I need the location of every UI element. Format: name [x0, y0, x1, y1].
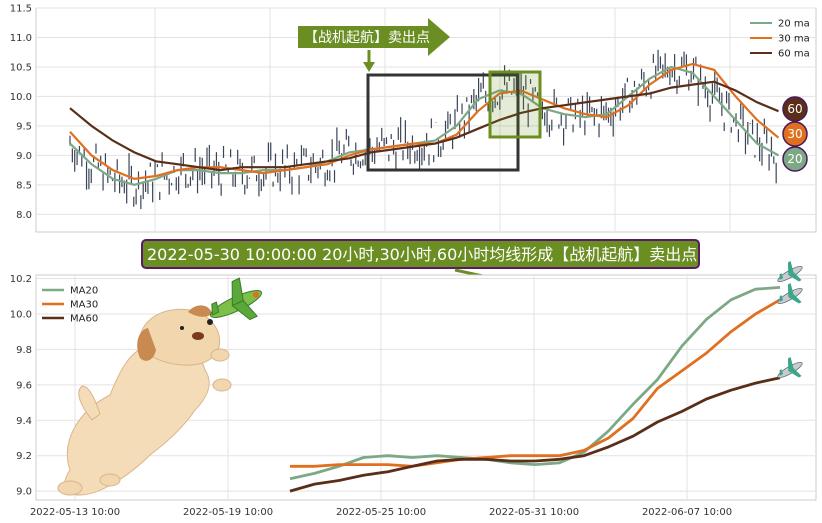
legend-label: MA30: [70, 300, 98, 311]
y-tick-label: 11.5: [10, 4, 32, 15]
ma-line-MA30: [290, 298, 781, 468]
x-tick-label: 2022-05-25 10:00: [336, 507, 426, 518]
bottom-panel: 9.0 9.2 9.4 9.6 9.8 10.0 10.2 2022-05-13 10:00…: [10, 260, 817, 518]
ma-badge-label: 20: [787, 152, 802, 166]
y-tick-label: 10.0: [10, 92, 32, 103]
y-tick-label: 9.8: [16, 345, 32, 356]
ma-badge: [782, 121, 808, 147]
x-tick-label: 2022-05-19 10:00: [183, 507, 273, 518]
consolidation-box: [366, 73, 520, 172]
y-tick-label: 8.0: [16, 210, 32, 221]
top-panel: 8.0 8.5 9.0 9.5 10.0 10.5 11.0 11.5 【战机起航】卖出点 2…: [10, 4, 817, 233]
legend-label: 60 ma: [778, 49, 810, 60]
y-tick-label: 11.0: [10, 33, 32, 44]
y-tick-label: 10.2: [10, 274, 32, 285]
legend-label: MA20: [70, 286, 98, 297]
y-tick-label: 10.0: [10, 309, 32, 320]
y-tick-label: 9.2: [16, 451, 32, 462]
sell-point-arrow-label: 【战机起航】卖出点: [298, 18, 450, 72]
airplane-icon: [777, 356, 803, 379]
y-tick-label: 9.0: [16, 151, 32, 162]
callout-text: 2022-05-30 10:00:00 20小时,30小时,60小时均线形成【战…: [147, 245, 697, 264]
ma-badge: [782, 146, 808, 172]
top-y-tick-labels: 8.0 8.5 9.0 9.5 10.0 10.5 11.0 11.5: [10, 4, 32, 221]
top-ma-lines: [69, 62, 780, 186]
ma-badge: [782, 96, 808, 122]
y-tick-label: 9.5: [16, 121, 32, 132]
ma-line-MA60: [289, 376, 781, 493]
x-tick-label: 2022-05-31 10:00: [489, 507, 579, 518]
y-tick-label: 9.0: [16, 487, 32, 498]
x-tick-label: 2022-06-07 10:00: [642, 507, 732, 518]
arrow-label-text: 【战机起航】卖出点: [304, 30, 430, 46]
ma-badge-label: 30: [787, 127, 802, 141]
ma-line-20-ma: [69, 65, 780, 186]
x-tick-label: 2022-05-13 10:00: [30, 507, 120, 518]
y-tick-label: 9.4: [16, 416, 32, 427]
bottom-legend: MA20 MA30 MA60: [42, 286, 98, 325]
airplane-icon: [777, 282, 803, 305]
signal-callout: 2022-05-30 10:00:00 20小时,30小时,60小时均线形成【战…: [141, 239, 700, 290]
legend-label: MA60: [70, 314, 98, 325]
y-tick-label: 10.5: [10, 62, 32, 73]
legend-label: 30 ma: [778, 34, 810, 45]
bottom-y-tick-labels: 9.0 9.2 9.4 9.6 9.8 10.0 10.2: [10, 274, 32, 498]
ma-badges: 60 30 20: [782, 96, 808, 172]
toy-airplane-icon: [209, 277, 263, 321]
bottom-x-tick-labels: 2022-05-13 10:00 2022-05-19 10:00 2022-05-…: [30, 507, 732, 518]
bottom-grid: [36, 275, 816, 500]
bottom-ma-lines: [289, 286, 781, 493]
ma-line-60-ma: [69, 80, 779, 172]
sell-signal-box: [488, 70, 542, 139]
legend-label: 20 ma: [778, 19, 810, 30]
top-legend: 20 ma 30 ma 60 ma: [750, 19, 810, 60]
puppy-illustration: [57, 305, 232, 496]
ma-line-30-ma: [69, 62, 780, 181]
down-arrow-icon: [363, 62, 375, 72]
y-tick-label: 8.5: [16, 180, 32, 191]
y-tick-label: 9.6: [16, 380, 32, 391]
airplane-icon: [777, 260, 803, 283]
ma-badge-label: 60: [787, 102, 802, 116]
ma-line-MA20: [289, 286, 781, 481]
